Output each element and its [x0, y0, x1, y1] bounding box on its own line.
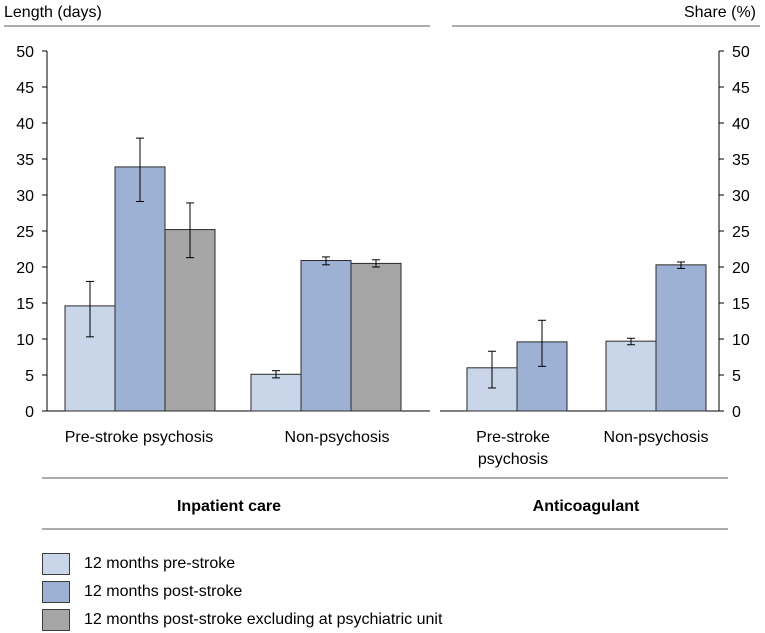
- legend-label: 12 months pre-stroke: [84, 555, 236, 572]
- left-bars: [64, 137, 402, 412]
- bar: [300, 260, 352, 412]
- y-tick-label: 50: [16, 44, 34, 61]
- legend-swatch: [42, 581, 70, 603]
- right-category-label: Pre-stroke: [476, 429, 550, 446]
- panel-title-inpatient: Inpatient care: [177, 498, 281, 515]
- y-tick-label: 35: [16, 152, 34, 169]
- y-tick-label: 10: [732, 332, 750, 349]
- legend-swatch: [42, 609, 70, 631]
- bar: [350, 262, 402, 412]
- y-tick-label: 0: [732, 404, 741, 421]
- left-category-label: Non-psychosis: [285, 429, 390, 446]
- panel-title-anticoagulant: Anticoagulant: [533, 498, 640, 515]
- left-category-label: Pre-stroke psychosis: [65, 429, 214, 446]
- y-tick-label: 10: [16, 332, 34, 349]
- y-tick-label: 15: [732, 296, 750, 313]
- y-tick-label: 20: [732, 260, 750, 277]
- y-tick-label: 45: [16, 80, 34, 97]
- y-tick-label: 30: [16, 188, 34, 205]
- legend-swatch: [42, 553, 70, 575]
- y-tick-label: 35: [732, 152, 750, 169]
- y-tick-label: 30: [732, 188, 750, 205]
- bar: [655, 264, 707, 412]
- y-tick-label: 0: [25, 404, 34, 421]
- bar: [164, 229, 216, 412]
- right-y-axis-title: Share (%): [684, 4, 756, 21]
- y-tick-label: 25: [732, 224, 750, 241]
- y-tick-label: 20: [16, 260, 34, 277]
- y-tick-label: 40: [732, 116, 750, 133]
- right-y-axis: 0 5 10 15 20 25 30 35 40 45 50: [719, 44, 750, 421]
- right-category-label: Non-psychosis: [604, 429, 709, 446]
- legend-label: 12 months post-stroke: [84, 583, 243, 600]
- right-category-label: psychosis: [478, 451, 548, 468]
- left-y-axis: 0 5 10 15 20 25 30 35 40 45 50: [16, 44, 47, 421]
- bar: [250, 373, 302, 412]
- y-tick-label: 15: [16, 296, 34, 313]
- y-tick-label: 5: [25, 368, 34, 385]
- bar: [114, 166, 166, 412]
- right-bars: [466, 261, 707, 412]
- y-tick-label: 5: [732, 368, 741, 385]
- y-tick-label: 40: [16, 116, 34, 133]
- y-tick-label: 45: [732, 80, 750, 97]
- y-tick-label: 50: [732, 44, 750, 61]
- y-tick-label: 25: [16, 224, 34, 241]
- legend-label: 12 months post-stroke excluding at psych…: [84, 611, 443, 628]
- bar: [605, 340, 657, 412]
- left-y-axis-title: Length (days): [4, 4, 102, 21]
